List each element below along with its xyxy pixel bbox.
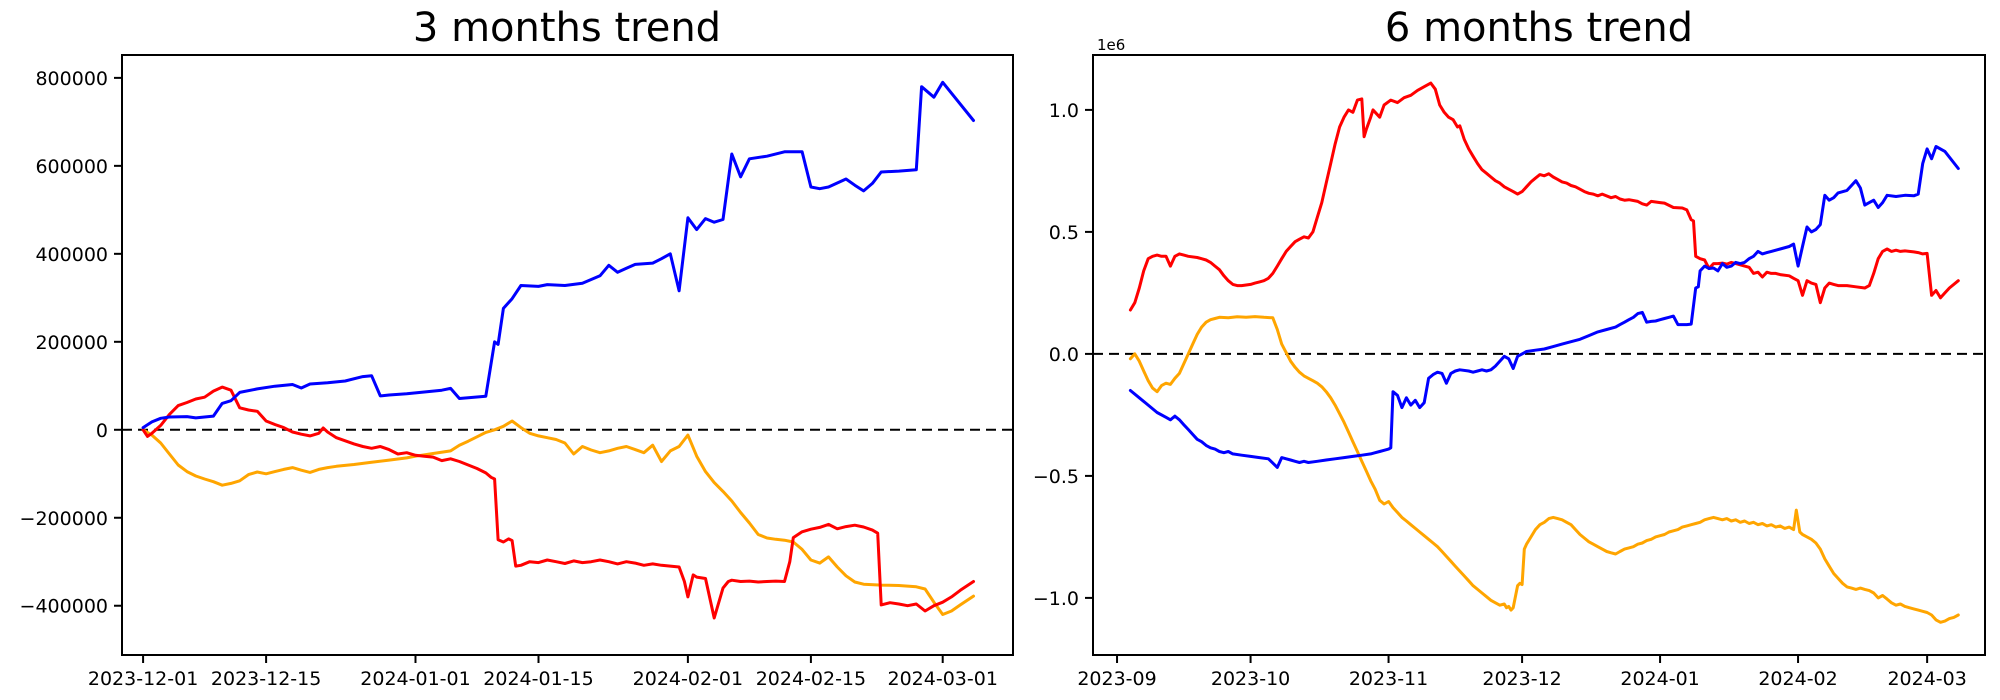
y-axis-tick-label: −400000 <box>20 596 108 618</box>
y-axis-tick-label: −0.5 <box>1033 466 1079 488</box>
y-axis-tick-label: 0.0 <box>1049 344 1079 366</box>
line-series-red <box>141 385 975 620</box>
y-axis-tick-label: 800000 <box>35 68 108 90</box>
x-axis-tick-label: 2024-02 <box>1758 668 1837 690</box>
x-axis-tick-label: 2024-01-15 <box>483 668 593 690</box>
x-axis-tick-label: 2023-09 <box>1077 668 1156 690</box>
y-axis-offset-label: 1e6 <box>1097 36 1126 54</box>
y-axis-tick-label: 0.5 <box>1049 222 1079 244</box>
x-axis-tick-label: 2024-02-15 <box>756 668 866 690</box>
chart-title-6-months: 6 months trend <box>1384 5 1694 51</box>
line-series-orange <box>141 419 975 616</box>
plot-border <box>121 54 1014 656</box>
x-axis-tick-label: 2024-03-01 <box>887 668 997 690</box>
x-axis-tick-label: 2024-01-01 <box>360 668 470 690</box>
x-axis-tick-label: 2024-02-01 <box>633 668 743 690</box>
chart-title-3-months: 3 months trend <box>412 5 722 51</box>
line-series-blue <box>1128 145 1960 469</box>
x-axis-tick-label: 2024-01 <box>1620 668 1699 690</box>
line-series-orange <box>1128 315 1960 624</box>
y-axis-tick-label: 1.0 <box>1049 100 1079 122</box>
y-axis-tick-label: 400000 <box>35 244 108 266</box>
x-axis-tick-label: 2023-12-01 <box>88 668 198 690</box>
plot-border <box>1092 54 1986 656</box>
line-series-red <box>1128 81 1960 312</box>
x-axis-tick-label: 2024-03 <box>1887 668 1966 690</box>
y-axis-tick-label: −1.0 <box>1033 588 1079 610</box>
y-axis-tick-label: 200000 <box>35 332 108 354</box>
x-axis-tick-label: 2023-12 <box>1482 668 1561 690</box>
x-axis-tick-label: 2023-12-15 <box>211 668 321 690</box>
y-axis-tick-label: 600000 <box>35 156 108 178</box>
x-axis-tick-label: 2023-11 <box>1349 668 1428 690</box>
line-series-blue <box>141 80 975 430</box>
y-axis-tick-label: 0 <box>96 420 108 442</box>
y-axis-tick-label: −200000 <box>20 508 108 530</box>
x-axis-tick-label: 2023-10 <box>1211 668 1290 690</box>
